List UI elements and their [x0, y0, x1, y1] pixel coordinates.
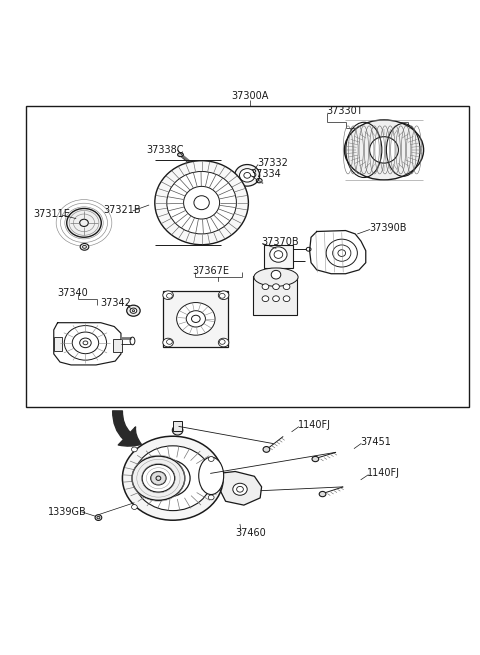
- Ellipse shape: [186, 310, 205, 327]
- Ellipse shape: [326, 239, 357, 267]
- Ellipse shape: [177, 303, 215, 335]
- Ellipse shape: [122, 436, 223, 520]
- Ellipse shape: [155, 160, 249, 245]
- Text: 37460: 37460: [235, 528, 266, 538]
- Text: 1140FJ: 1140FJ: [298, 421, 331, 430]
- Ellipse shape: [218, 291, 229, 299]
- Ellipse shape: [132, 447, 137, 452]
- Ellipse shape: [283, 296, 290, 301]
- Ellipse shape: [262, 296, 269, 301]
- Bar: [253, 276, 297, 314]
- Ellipse shape: [130, 308, 137, 313]
- Bar: [264, 246, 293, 269]
- Ellipse shape: [151, 472, 166, 485]
- Ellipse shape: [333, 245, 351, 261]
- Ellipse shape: [262, 284, 269, 290]
- Ellipse shape: [64, 326, 107, 360]
- Ellipse shape: [283, 284, 290, 290]
- Ellipse shape: [344, 120, 424, 180]
- Ellipse shape: [208, 457, 214, 461]
- Text: 37451: 37451: [360, 438, 391, 447]
- Ellipse shape: [235, 164, 260, 186]
- Text: 37330T: 37330T: [326, 107, 363, 117]
- Bar: [26, 105, 469, 407]
- Ellipse shape: [208, 495, 214, 500]
- Ellipse shape: [154, 466, 182, 490]
- Text: 37300A: 37300A: [231, 90, 268, 101]
- Text: 37334: 37334: [251, 169, 281, 179]
- Ellipse shape: [167, 339, 172, 345]
- Ellipse shape: [370, 137, 398, 163]
- Ellipse shape: [273, 284, 279, 290]
- Text: 37332: 37332: [258, 159, 288, 168]
- Text: 37311E: 37311E: [34, 209, 71, 219]
- Text: 37338C: 37338C: [146, 145, 184, 155]
- Ellipse shape: [163, 291, 173, 299]
- Polygon shape: [54, 323, 121, 365]
- Ellipse shape: [161, 472, 175, 484]
- Ellipse shape: [72, 332, 99, 354]
- Ellipse shape: [233, 483, 247, 495]
- Ellipse shape: [271, 271, 281, 279]
- Ellipse shape: [127, 305, 140, 316]
- Ellipse shape: [163, 338, 173, 347]
- Text: 37342: 37342: [101, 297, 132, 308]
- Ellipse shape: [172, 425, 183, 435]
- Ellipse shape: [167, 172, 236, 234]
- Bar: [54, 337, 62, 350]
- Text: 1339GB: 1339GB: [48, 507, 87, 517]
- Ellipse shape: [95, 515, 102, 521]
- Ellipse shape: [319, 491, 326, 496]
- Text: 37367E: 37367E: [192, 266, 229, 276]
- Ellipse shape: [142, 464, 175, 492]
- Ellipse shape: [312, 457, 319, 462]
- Text: 37340: 37340: [58, 288, 88, 298]
- Bar: [173, 421, 182, 431]
- Ellipse shape: [273, 296, 279, 301]
- Ellipse shape: [132, 504, 137, 510]
- Ellipse shape: [132, 456, 185, 500]
- FancyArrowPatch shape: [113, 411, 141, 446]
- Ellipse shape: [218, 338, 229, 347]
- Text: 37390B: 37390B: [370, 223, 407, 233]
- Ellipse shape: [80, 338, 91, 348]
- Ellipse shape: [146, 460, 190, 497]
- Ellipse shape: [67, 208, 101, 237]
- Ellipse shape: [199, 457, 224, 495]
- Bar: [163, 291, 228, 346]
- Ellipse shape: [134, 446, 212, 511]
- Ellipse shape: [178, 153, 183, 157]
- Ellipse shape: [219, 293, 225, 298]
- Ellipse shape: [263, 447, 270, 453]
- Text: 1140FJ: 1140FJ: [367, 468, 400, 478]
- Polygon shape: [216, 472, 262, 505]
- Ellipse shape: [167, 293, 172, 298]
- Ellipse shape: [270, 247, 287, 262]
- Text: 37321B: 37321B: [103, 205, 141, 215]
- Ellipse shape: [219, 339, 225, 345]
- Text: 37370B: 37370B: [262, 237, 299, 247]
- Bar: [113, 339, 122, 352]
- Ellipse shape: [80, 244, 89, 250]
- Ellipse shape: [254, 268, 298, 286]
- Ellipse shape: [240, 168, 255, 182]
